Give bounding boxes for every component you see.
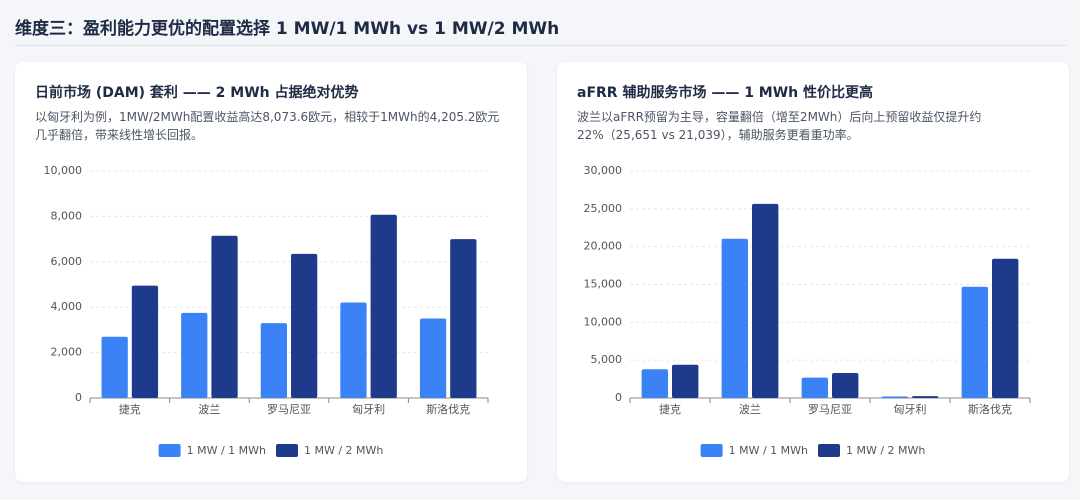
bar [340, 302, 367, 398]
x-tick-label: 罗马尼亚 [267, 403, 311, 416]
y-tick-label: 10,000 [584, 315, 623, 328]
bar [801, 377, 828, 398]
legend-label: 1 MW / 1 MWh [729, 444, 808, 457]
bar [131, 285, 159, 398]
bar [211, 235, 238, 398]
bar [101, 336, 128, 398]
y-tick-label: 25,000 [584, 202, 623, 215]
chart-card: aFRR 辅助服务市场 —— 1 MWh 性价比更高波兰以aFRR预留为主导，容… [557, 62, 1069, 482]
legend-swatch [158, 444, 181, 457]
bar [881, 396, 908, 398]
y-tick-label: 20,000 [584, 240, 623, 253]
bar [912, 396, 939, 398]
chart-subtitle: 以匈牙利为例，1MW/2MWh配置收益高达8,073.6欧元，相较于1MWh的4… [35, 110, 500, 142]
y-tick-label: 0 [615, 391, 622, 404]
chart: 0 2,000 4,000 6,000 8,000 10,000 捷克 波兰 罗马尼亚 匈牙利 斯洛… [44, 164, 489, 457]
bar [260, 323, 287, 398]
x-tick-label: 斯洛伐克 [968, 402, 1012, 416]
x-tick-label: 匈牙利 [352, 402, 385, 416]
bar [291, 253, 318, 398]
x-tick-label: 波兰 [198, 403, 220, 416]
bar [672, 364, 699, 398]
bar [961, 286, 988, 398]
bar [752, 203, 779, 398]
x-tick-label: 捷克 [659, 402, 681, 416]
y-tick-label: 4,000 [51, 300, 83, 313]
x-tick-label: 斯洛伐克 [426, 402, 470, 416]
bar [832, 373, 859, 398]
y-tick-label: 6,000 [51, 255, 83, 268]
divider [15, 45, 1067, 46]
x-tick-label: 波兰 [739, 403, 761, 416]
bar [370, 214, 397, 398]
bar [641, 369, 668, 398]
y-tick-label: 15,000 [584, 278, 623, 291]
legend-label: 1 MW / 2 MWh [304, 444, 383, 457]
x-tick-label: 罗马尼亚 [808, 403, 852, 416]
legend-label: 1 MW / 2 MWh [846, 444, 925, 457]
legend-swatch [818, 444, 840, 457]
chart-subtitle: 波兰以aFRR预留为主导，容量翻倍（增至2MWh）后向上预留收益仅提升约22%（… [577, 110, 982, 142]
y-tick-label: 8,000 [51, 209, 83, 222]
bar [181, 312, 208, 398]
legend-swatch [700, 444, 723, 457]
bar [450, 239, 477, 398]
y-tick-label: 10,000 [44, 164, 83, 177]
chart-card: 日前市场 (DAM) 套利 —— 2 MWh 占据绝对优势以匈牙利为例，1MW/… [15, 62, 527, 482]
bar [992, 258, 1019, 398]
x-tick-label: 捷克 [119, 402, 141, 416]
x-tick-label: 匈牙利 [894, 402, 927, 416]
legend-label: 1 MW / 1 MWh [187, 444, 266, 457]
y-tick-label: 0 [75, 391, 82, 404]
chart: 0 5,000 10,000 15,000 20,000 25,000 30,000 捷克 波兰… [584, 164, 1031, 457]
legend-swatch [276, 444, 298, 457]
y-tick-label: 5,000 [591, 353, 623, 366]
chart-title: aFRR 辅助服务市场 —— 1 MWh 性价比更高 [577, 85, 874, 101]
bar [721, 238, 748, 398]
y-tick-label: 30,000 [584, 164, 623, 177]
bar [419, 318, 447, 398]
page-title: 维度三：盈利能力更优的配置选择 1 MW/1 MWh vs 1 MW/2 MWh [15, 19, 560, 39]
y-tick-label: 2,000 [51, 346, 83, 359]
chart-title: 日前市场 (DAM) 套利 —— 2 MWh 占据绝对优势 [35, 85, 359, 101]
